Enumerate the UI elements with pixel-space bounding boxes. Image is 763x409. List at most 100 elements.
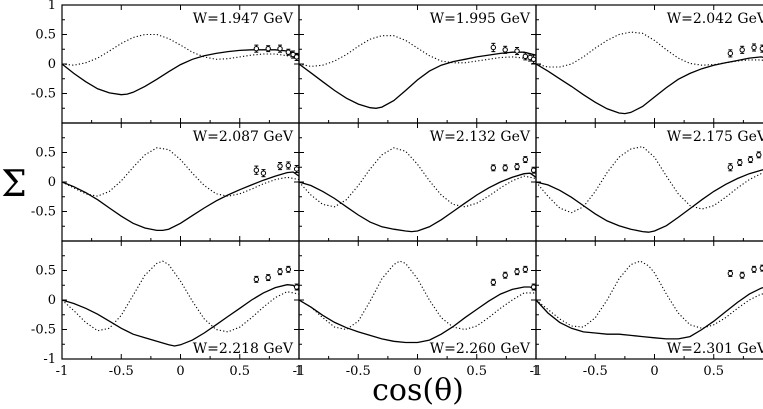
data-point <box>490 165 497 171</box>
data-point <box>514 268 520 275</box>
panels-grid: -0.5 0 0.5 1 W=1.947 GeV W=1.995 GeV W=2.042 G… <box>31 0 763 379</box>
x-tick-label: 1 <box>532 364 540 379</box>
y-tick-label: -1 <box>43 352 56 367</box>
data-point <box>502 47 508 53</box>
panel-energy-label: W=1.995 GeV <box>430 11 531 27</box>
data-point <box>522 53 529 60</box>
x-tick-label: -0.5 <box>583 364 608 379</box>
data-point <box>739 47 745 53</box>
dotted-curve <box>61 260 300 333</box>
y-tick-label: 1 <box>48 0 56 13</box>
panel-energy-label: W=2.087 GeV <box>193 129 294 145</box>
data-point <box>293 284 300 290</box>
data-point <box>285 266 292 273</box>
panel-6: W=2.175 GeV <box>535 122 763 242</box>
y-tick-label: -0.5 <box>31 323 56 338</box>
data-point <box>253 276 260 283</box>
data-point <box>265 45 271 52</box>
data-point <box>514 48 520 54</box>
solid-curve <box>535 56 763 115</box>
x-tick-label: 0.5 <box>229 364 250 379</box>
data-point <box>277 163 283 169</box>
data-point <box>727 270 734 277</box>
data-point <box>277 45 283 52</box>
data-point <box>290 51 296 58</box>
data-point <box>727 50 734 57</box>
panel-energy-label: W=2.260 GeV <box>430 341 531 357</box>
data-point <box>756 152 762 158</box>
solid-curve <box>298 286 537 344</box>
data-point <box>293 166 300 172</box>
panel-9: -1 -0.5 0 0.5 1 W=2.301 GeV <box>530 240 763 379</box>
panel-5: W=2.132 GeV <box>298 122 537 242</box>
x-tick-label: -1 <box>530 364 543 379</box>
data-point <box>514 163 520 170</box>
data-point <box>747 156 754 163</box>
y-tick-label: 0 <box>48 175 56 190</box>
data-point <box>253 167 260 173</box>
x-tick-label: 0.5 <box>703 364 724 379</box>
data-point <box>285 162 292 169</box>
solid-curve <box>61 49 300 96</box>
dotted-curve <box>298 260 536 331</box>
panel-4: -0.5 0 0.5 W=2.087 GeV <box>31 122 300 242</box>
data-point <box>522 266 529 273</box>
x-tick-label: 1 <box>295 364 303 379</box>
x-tick-label: 0 <box>650 364 658 379</box>
y-tick-label: 0 <box>48 293 56 308</box>
y-tick-label: 0.5 <box>35 28 56 43</box>
panel-energy-label: W=2.301 GeV <box>667 341 763 357</box>
y-tick-label: -0.5 <box>31 205 56 220</box>
x-tick-label: 0 <box>176 364 184 379</box>
x-tick-label: 0.5 <box>466 364 487 379</box>
dotted-curve <box>535 146 763 214</box>
panel-energy-label: W=2.042 GeV <box>667 11 763 27</box>
data-point <box>285 49 292 55</box>
data-point <box>737 159 743 166</box>
data-point <box>277 268 283 275</box>
data-point <box>253 45 260 52</box>
dotted-curve <box>298 35 537 67</box>
y-axis-label: Σ <box>1 164 26 205</box>
panel-energy-label: W=2.218 GeV <box>193 341 294 357</box>
x-tick-label: -1 <box>293 364 306 379</box>
data-point <box>502 272 508 278</box>
y-tick-label: -0.5 <box>31 87 56 102</box>
dotted-curve <box>61 147 300 197</box>
data-point <box>739 272 745 278</box>
y-tick-label: 0.5 <box>35 264 56 279</box>
data-point <box>502 165 508 171</box>
x-tick-label: -0.5 <box>346 364 371 379</box>
panel-energy-label: W=2.175 GeV <box>667 129 763 145</box>
x-axis-label: cos(θ) <box>372 373 464 408</box>
data-point <box>530 167 537 173</box>
x-tick-label: 0 <box>413 364 421 379</box>
data-point <box>530 56 537 62</box>
data-point <box>727 164 734 170</box>
panel-energy-label: W=1.947 GeV <box>193 11 294 27</box>
panel-2: W=1.995 GeV <box>298 4 537 124</box>
data-point <box>751 44 757 51</box>
data-point <box>490 279 497 285</box>
data-point <box>759 265 763 271</box>
data-point <box>522 156 529 163</box>
dotted-curve <box>61 33 300 66</box>
data-point <box>265 274 271 281</box>
data-point <box>751 266 757 273</box>
data-point <box>759 45 763 52</box>
data-point <box>260 170 267 176</box>
solid-curve <box>535 286 763 340</box>
panel-1: -0.5 0 0.5 1 W=1.947 GeV <box>31 0 300 124</box>
y-tick-label: 0.5 <box>35 146 56 161</box>
solid-curve <box>61 284 300 347</box>
x-tick-label: -0.5 <box>109 364 134 379</box>
solid-curve <box>298 51 537 109</box>
panel-7: -1 -0.5 0 0.5 -1 -0.5 0 0.5 1W=2.218 GeV <box>31 240 303 379</box>
solid-curve <box>535 169 763 233</box>
solid-curve <box>61 171 300 232</box>
dotted-curve <box>535 31 763 68</box>
solid-curve <box>298 172 537 233</box>
data-point <box>293 54 300 60</box>
panel-3: W=2.042 GeV <box>535 4 763 124</box>
